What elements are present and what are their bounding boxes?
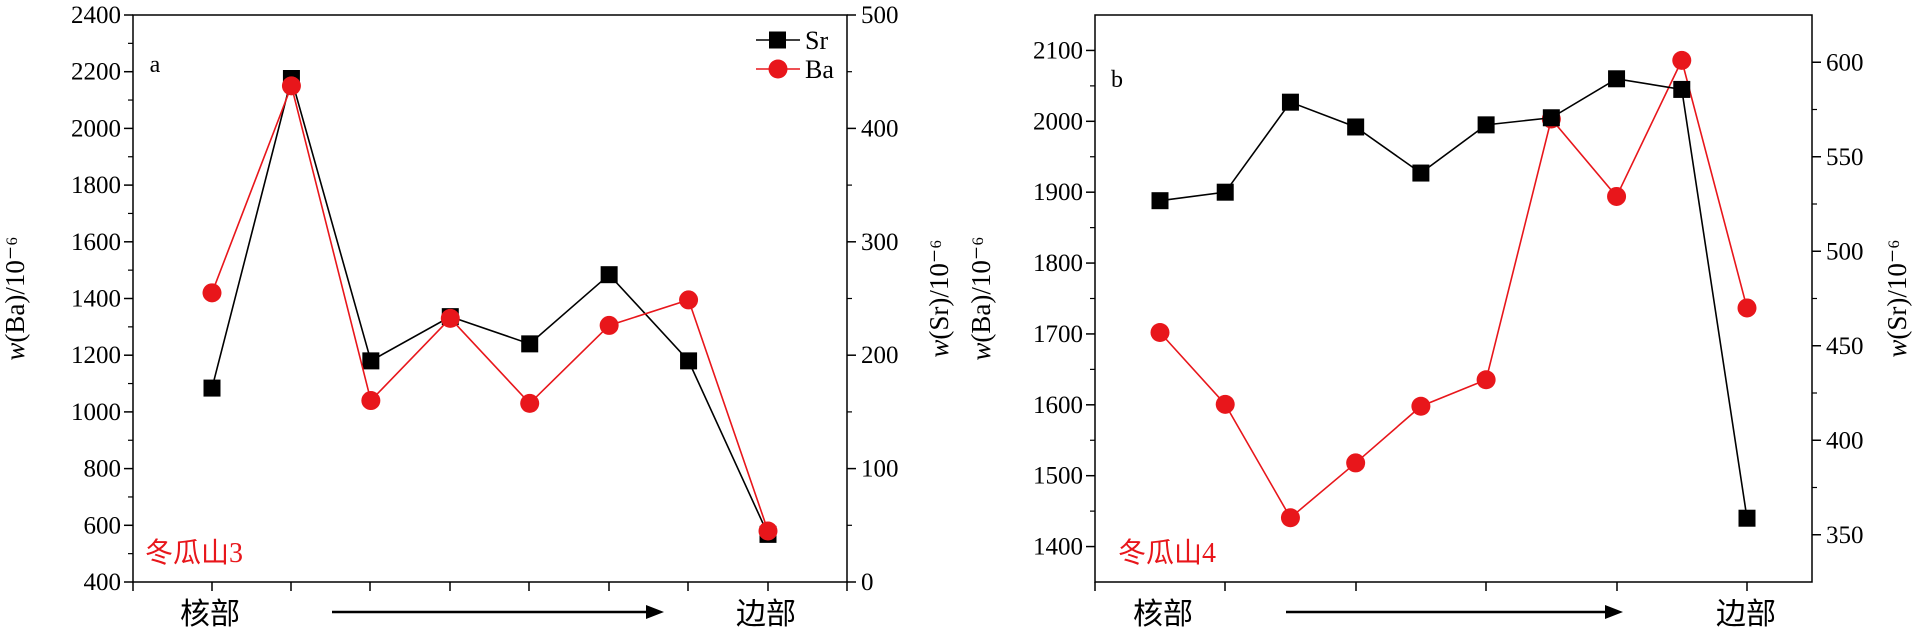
point-sr: [1738, 509, 1756, 527]
left-tick-label: 600: [84, 512, 122, 539]
point-sr: [521, 335, 539, 353]
right-tick-label: 550: [1826, 144, 1864, 171]
point-ba: [1737, 298, 1757, 318]
left-tick-label: 2000: [71, 115, 121, 142]
point-ba: [1672, 50, 1692, 70]
point-sr: [1216, 183, 1234, 201]
left-axis-title: w(Ba)/10⁻⁶: [966, 236, 996, 360]
point-sr: [1347, 118, 1365, 136]
point-ba: [440, 308, 460, 328]
left-tick-label: 1500: [1033, 463, 1083, 490]
right-axis-title: w(Sr)/10⁻⁶: [1882, 239, 1912, 357]
point-sr: [1477, 116, 1495, 134]
left-tick-label: 800: [84, 456, 122, 483]
point-sr: [1673, 80, 1691, 98]
left-tick-label: 1400: [1033, 534, 1083, 561]
series-line-ba: [1159, 58, 1748, 519]
chart-panel-a: 4006008001000120014001600180020002200240…: [0, 2, 954, 631]
left-tick-label: 1700: [1033, 321, 1083, 348]
point-ba: [1215, 394, 1235, 414]
point-sr: [1542, 109, 1560, 127]
point-ba: [1280, 508, 1300, 528]
x-start-label: 核部: [180, 598, 240, 631]
left-tick-label: 2100: [1033, 37, 1083, 64]
direction-arrow-head: [646, 605, 664, 619]
right-tick-label: 400: [861, 115, 899, 142]
right-axis-title: w(Sr)/10⁻⁶: [924, 239, 954, 357]
point-sr: [1412, 164, 1430, 182]
series-line-ba: [211, 83, 769, 532]
point-sr: [362, 352, 380, 370]
plot-frame: [1094, 14, 1813, 583]
point-sr: [1151, 192, 1169, 210]
legend-label-ba: Ba: [805, 55, 834, 84]
right-tick-label: 500: [1826, 238, 1864, 265]
plot-frame: [132, 14, 848, 583]
x-end-label: 边部: [1716, 598, 1776, 631]
legend-marker-sr: [769, 31, 786, 49]
point-sr: [680, 352, 698, 370]
left-tick-label: 1800: [1033, 250, 1083, 277]
left-tick-label: 1600: [1033, 392, 1083, 419]
right-tick-label: 0: [861, 569, 874, 596]
right-tick-label: 450: [1826, 333, 1864, 360]
left-tick-label: 1600: [71, 229, 121, 256]
left-tick-label: 2000: [1033, 108, 1083, 135]
left-tick-label: 1800: [71, 172, 121, 199]
point-ba: [758, 521, 778, 541]
left-tick-label: 2200: [71, 59, 121, 86]
point-ba: [361, 391, 381, 411]
point-ba: [1476, 370, 1496, 390]
point-ba: [202, 283, 222, 303]
point-ba: [1411, 396, 1431, 416]
point-ba: [599, 315, 619, 335]
left-tick-label: 1200: [71, 342, 121, 369]
left-tick-label: 1900: [1033, 179, 1083, 206]
right-tick-label: 300: [861, 229, 899, 256]
sample-label: 冬瓜山3: [145, 537, 243, 569]
right-tick-label: 350: [1826, 522, 1864, 549]
legend-marker-ba: [768, 59, 788, 79]
right-tick-label: 200: [861, 342, 899, 369]
right-tick-label: 600: [1826, 49, 1864, 76]
x-end-label: 边部: [736, 598, 796, 631]
point-ba: [1150, 323, 1170, 343]
point-sr: [600, 266, 618, 284]
right-tick-label: 400: [1826, 427, 1864, 454]
series-line-sr: [211, 75, 769, 535]
point-ba: [1346, 453, 1366, 473]
point-sr: [1608, 70, 1626, 88]
left-axis-title: w(Ba)/10⁻⁶: [0, 236, 30, 360]
point-sr: [1281, 93, 1299, 111]
point-ba: [1607, 186, 1627, 206]
left-tick-label: 2400: [71, 2, 121, 29]
point-ba: [281, 76, 301, 96]
right-tick-label: 100: [861, 456, 899, 483]
sample-label: 冬瓜山4: [1118, 537, 1216, 569]
left-tick-label: 1000: [71, 399, 121, 426]
point-ba: [679, 290, 699, 310]
direction-arrow-head: [1605, 605, 1623, 619]
x-start-label: 核部: [1133, 598, 1193, 631]
legend-label-sr: Sr: [805, 26, 828, 55]
right-tick-label: 500: [861, 2, 899, 29]
left-tick-label: 1400: [71, 286, 121, 313]
left-tick-label: 400: [84, 569, 122, 596]
point-sr: [203, 379, 221, 397]
series-line-sr: [1159, 77, 1748, 519]
chart-panel-b: 1400 1500 1600 1700 1800 1900 2000 2100 350 400 45…: [966, 14, 1912, 631]
panel-letter: b: [1111, 67, 1123, 93]
panel-letter: a: [150, 52, 161, 78]
point-ba: [520, 393, 540, 413]
